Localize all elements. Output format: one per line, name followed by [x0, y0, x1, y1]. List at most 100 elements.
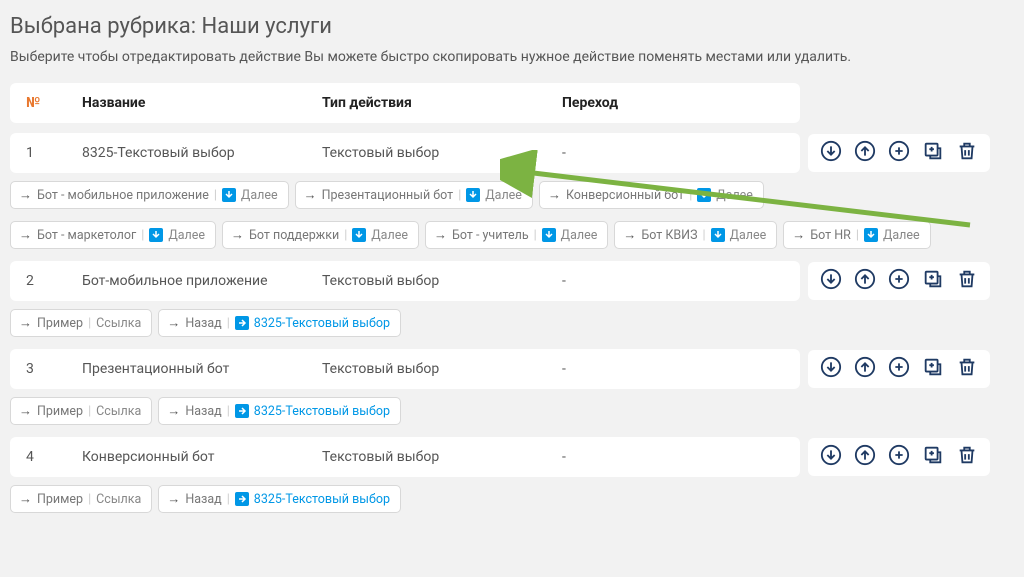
- action-row-main[interactable]: 2 Бот-мобильное приложение Текстовый выб…: [10, 261, 800, 301]
- page-title: Выбрана рубрика: Наши услуги: [10, 14, 1014, 39]
- row-transition: -: [562, 273, 784, 289]
- move-up-button[interactable]: [852, 444, 878, 470]
- download-badge-icon: [711, 228, 725, 242]
- tag-name: Пример: [37, 492, 83, 507]
- add-button[interactable]: [886, 444, 912, 470]
- option-tag[interactable]: →Назад|8325-Текстовый выбор: [158, 397, 401, 425]
- move-down-button[interactable]: [818, 444, 844, 470]
- col-name-header: Название: [82, 95, 322, 111]
- tag-name: Бот - мобильное приложение: [37, 188, 209, 203]
- arrow-right-icon: →: [548, 187, 561, 203]
- action-row-main[interactable]: 3 Презентационный бот Текстовый выбор -: [10, 349, 800, 389]
- delete-button[interactable]: [954, 268, 980, 294]
- option-tag[interactable]: →Бот - маркетолог|Далее: [10, 221, 216, 249]
- copy-button[interactable]: [920, 268, 946, 294]
- option-tag[interactable]: →Бот поддержки|Далее: [222, 221, 419, 249]
- action-row-main[interactable]: 4 Конверсионный бот Текстовый выбор -: [10, 437, 800, 477]
- arrow-right-icon: →: [19, 403, 32, 419]
- arrow-right-icon: →: [19, 315, 32, 331]
- option-tag[interactable]: →Бот КВИЗ|Далее: [614, 221, 777, 249]
- option-tag[interactable]: →Пример|Ссылка: [10, 309, 152, 337]
- tag-target-label: 8325-Текстовый выбор: [254, 316, 390, 331]
- option-tag[interactable]: →Пример|Ссылка: [10, 485, 152, 513]
- option-tag[interactable]: →Бот HR|Далее: [783, 221, 930, 249]
- action-row: 2 Бот-мобильное приложение Текстовый выб…: [10, 261, 1014, 301]
- option-tag[interactable]: →Бот - учитель|Далее: [425, 221, 608, 249]
- move-up-button[interactable]: [852, 268, 878, 294]
- download-badge-icon: [352, 228, 366, 242]
- arrow-right-icon: →: [623, 227, 636, 243]
- arrow-right-icon: →: [19, 187, 32, 203]
- delete-button[interactable]: [954, 140, 980, 166]
- option-tag[interactable]: →Бот - мобильное приложение|Далее: [10, 181, 289, 209]
- row-type: Текстовый выбор: [322, 361, 562, 377]
- delete-button[interactable]: [954, 356, 980, 382]
- arrow-right-icon: →: [231, 227, 244, 243]
- option-tag[interactable]: →Конверсионный бот|Далее: [539, 181, 764, 209]
- action-row: 1 8325-Текстовый выбор Текстовый выбор -: [10, 133, 1014, 173]
- row-type: Текстовый выбор: [322, 145, 562, 161]
- row-number: 2: [26, 273, 82, 289]
- table-header: № Название Тип действия Переход: [10, 83, 800, 123]
- copy-button[interactable]: [920, 140, 946, 166]
- row-type: Текстовый выбор: [322, 449, 562, 465]
- tag-name: Пример: [37, 316, 83, 331]
- row-actions: [808, 438, 990, 476]
- tags-row: →Пример|Ссылка→Назад|8325-Текстовый выбо…: [10, 397, 1014, 425]
- tag-next-label: Далее: [168, 228, 205, 243]
- col-transition-header: Переход: [562, 95, 784, 111]
- row-transition: -: [562, 449, 784, 465]
- row-type: Текстовый выбор: [322, 273, 562, 289]
- option-tag[interactable]: →Презентационный бот|Далее: [295, 181, 533, 209]
- tags-row: →Пример|Ссылка→Назад|8325-Текстовый выбо…: [10, 309, 1014, 337]
- tags-row: →Бот - маркетолог|Далее→Бот поддержки|Да…: [10, 221, 1014, 249]
- row-number: 4: [26, 449, 82, 465]
- arrow-right-icon: →: [19, 227, 32, 243]
- delete-button[interactable]: [954, 444, 980, 470]
- tag-name: Назад: [185, 404, 221, 419]
- tag-link-label: Ссылка: [96, 492, 141, 507]
- tag-name: Конверсионный бот: [566, 188, 684, 203]
- download-badge-icon: [542, 228, 556, 242]
- trash-icon: [956, 356, 978, 382]
- plus-circle-icon: [888, 140, 910, 166]
- arrow-right-icon: →: [167, 315, 180, 331]
- trash-icon: [956, 444, 978, 470]
- copy-button[interactable]: [920, 444, 946, 470]
- move-down-button[interactable]: [818, 268, 844, 294]
- move-down-button[interactable]: [818, 356, 844, 382]
- plus-circle-icon: [888, 356, 910, 382]
- action-row-main[interactable]: 1 8325-Текстовый выбор Текстовый выбор -: [10, 133, 800, 173]
- add-button[interactable]: [886, 356, 912, 382]
- add-button[interactable]: [886, 140, 912, 166]
- goto-badge-icon: [235, 492, 249, 506]
- move-up-button[interactable]: [852, 140, 878, 166]
- copy-button[interactable]: [920, 356, 946, 382]
- tag-next-label: Далее: [716, 188, 753, 203]
- row-actions: [808, 262, 990, 300]
- tag-name: Бот поддержки: [249, 228, 339, 243]
- plus-circle-icon: [888, 444, 910, 470]
- download-badge-icon: [466, 188, 480, 202]
- row-actions: [808, 350, 990, 388]
- option-tag[interactable]: →Пример|Ссылка: [10, 397, 152, 425]
- move-up-button[interactable]: [852, 356, 878, 382]
- option-tag[interactable]: →Назад|8325-Текстовый выбор: [158, 309, 401, 337]
- row-transition: -: [562, 145, 784, 161]
- copy-icon: [922, 268, 944, 294]
- goto-badge-icon: [235, 404, 249, 418]
- download-badge-icon: [864, 228, 878, 242]
- row-name: Презентационный бот: [82, 361, 322, 377]
- col-number-header: №: [26, 95, 82, 111]
- down-arrow-circle-icon: [820, 444, 842, 470]
- goto-badge-icon: [235, 316, 249, 330]
- option-tag[interactable]: →Назад|8325-Текстовый выбор: [158, 485, 401, 513]
- tag-next-label: Далее: [485, 188, 522, 203]
- tag-next-label: Далее: [561, 228, 598, 243]
- tag-link-label: Ссылка: [96, 404, 141, 419]
- tag-link-label: Ссылка: [96, 316, 141, 331]
- move-down-button[interactable]: [818, 140, 844, 166]
- tag-next-label: Далее: [371, 228, 408, 243]
- add-button[interactable]: [886, 268, 912, 294]
- download-badge-icon: [697, 188, 711, 202]
